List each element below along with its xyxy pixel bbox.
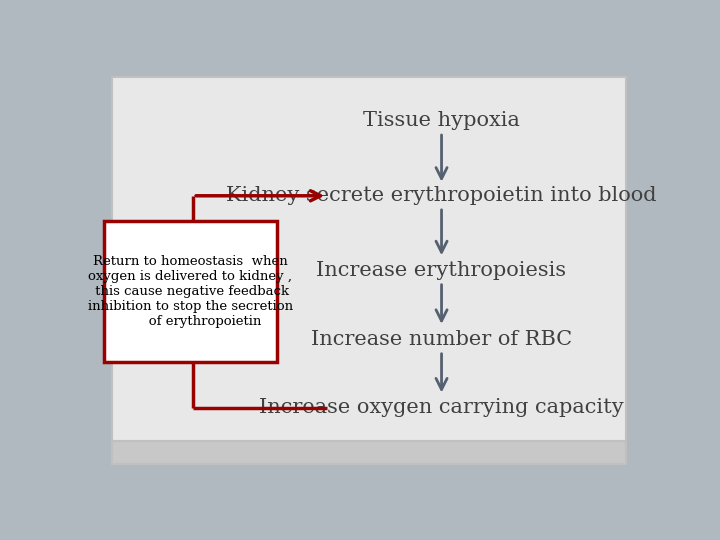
Text: Increase oxygen carrying capacity: Increase oxygen carrying capacity [259,399,624,417]
FancyBboxPatch shape [112,441,626,464]
FancyBboxPatch shape [104,221,277,362]
Text: Increase number of RBC: Increase number of RBC [311,330,572,349]
Text: Increase erythropoiesis: Increase erythropoiesis [317,261,567,280]
Text: Return to homeostasis  when
oxygen is delivered to kidney ,
 this cause negative: Return to homeostasis when oxygen is del… [88,255,293,328]
Text: Tissue hypoxia: Tissue hypoxia [363,111,520,131]
Text: Kidney secrete erythropoietin into blood: Kidney secrete erythropoietin into blood [226,186,657,205]
FancyBboxPatch shape [112,77,626,441]
